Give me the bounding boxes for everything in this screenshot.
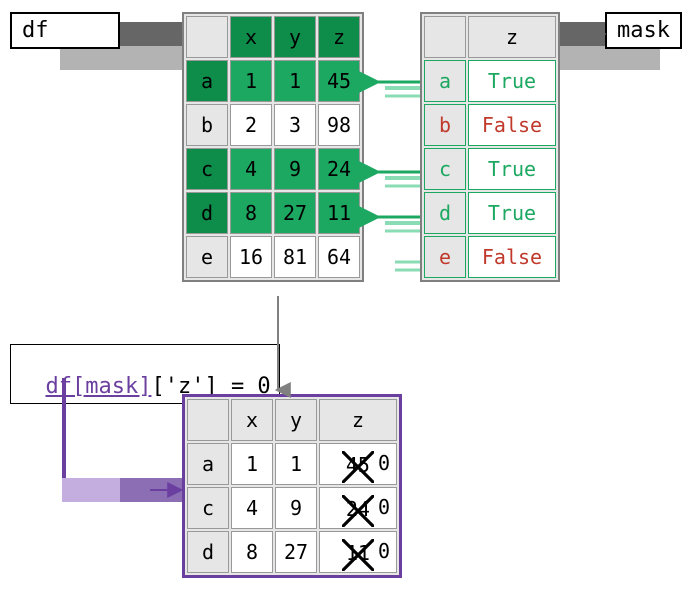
result-header-row: x y z [187,399,397,441]
mask-idx-b: b [424,104,466,146]
mask-label: mask [605,12,682,49]
z-new-value: 0 [378,539,390,563]
z-old-text: 11 [346,541,370,565]
df-idx-a: a [186,60,228,102]
mask-val-c: True [468,148,556,190]
df-row-c: c 4 9 24 [186,148,360,190]
z-new-value: 0 [378,451,390,475]
df-label-text: df [22,18,49,43]
mask-row-e: e False [424,236,556,278]
result-row-c: c 4 9 24 0 [187,487,397,529]
df-col-z: z [318,16,360,58]
df-idx-b: b [186,104,228,146]
mask-row-c: c True [424,148,556,190]
df-cell: 24 [318,148,360,190]
purple-feed-bar-dark [120,478,182,502]
result-corner [187,399,229,441]
mask-idx-a: a [424,60,466,102]
result-idx-c: c [187,487,229,529]
result-col-y: y [275,399,317,441]
mask-row-a: a True [424,60,556,102]
mask-val-e: False [468,236,556,278]
df-cell: 11 [318,192,360,234]
df-cell: 81 [274,236,316,278]
df-row-b: b 2 3 98 [186,104,360,146]
df-cell: 98 [318,104,360,146]
result-col-z: z [319,399,397,441]
df-feed-bar-light [60,46,182,70]
result-idx-a: a [187,443,229,485]
z-old-text: 45 [346,453,370,477]
result-idx-d: d [187,531,229,573]
result-row-d: d 8 27 11 0 [187,531,397,573]
df-cell: 16 [230,236,272,278]
df-corner [186,16,228,58]
z-old-text: 24 [346,497,370,521]
df-idx-c: c [186,148,228,190]
df-header-row: x y z [186,16,360,58]
result-cell-z: 11 0 [319,531,397,573]
mask-idx-c: c [424,148,466,190]
df-cell: 4 [230,148,272,190]
df-col-x: x [230,16,272,58]
mask-table: z a True b False c True d True e False [420,12,560,282]
mask-val-a: True [468,60,556,102]
z-old-value: 45 [346,453,370,477]
result-cell: 1 [275,443,317,485]
df-row-a: a 1 1 45 [186,60,360,102]
df-cell: 45 [318,60,360,102]
result-cell: 8 [231,531,273,573]
df-cell: 1 [230,60,272,102]
mask-val-d: True [468,192,556,234]
mask-row-d: d True [424,192,556,234]
result-cell: 9 [275,487,317,529]
z-new-value: 0 [378,495,390,519]
result-table: x y z a 1 1 45 0 c 4 9 24 0 d 8 27 11 0 [182,394,402,578]
mask-header-row: z [424,16,556,58]
df-label: df [10,12,120,49]
df-table: x y z a 1 1 45 b 2 3 98 c 4 9 24 d 8 27 … [182,12,364,282]
mask-corner [424,16,466,58]
mask-label-text: mask [617,18,670,43]
z-old-value: 11 [346,541,370,565]
result-cell-z: 45 0 [319,443,397,485]
mask-idx-d: d [424,192,466,234]
df-idx-d: d [186,192,228,234]
df-cell: 9 [274,148,316,190]
mask-col-z: z [468,16,556,58]
mask-idx-e: e [424,236,466,278]
df-cell: 1 [274,60,316,102]
df-cell: 2 [230,104,272,146]
df-cell: 3 [274,104,316,146]
result-cell: 27 [275,531,317,573]
df-idx-e: e [186,236,228,278]
df-cell: 64 [318,236,360,278]
mask-val-b: False [468,104,556,146]
df-row-d: d 8 27 11 [186,192,360,234]
result-cell-z: 24 0 [319,487,397,529]
z-old-value: 24 [346,497,370,521]
mask-row-b: b False [424,104,556,146]
df-row-e: e 16 81 64 [186,236,360,278]
result-cell: 1 [231,443,273,485]
df-feed-bar-dark [120,22,182,46]
result-row-a: a 1 1 45 0 [187,443,397,485]
result-col-x: x [231,399,273,441]
mask-feed-bar-light [560,46,660,70]
df-cell: 27 [274,192,316,234]
result-cell: 4 [231,487,273,529]
df-col-y: y [274,16,316,58]
df-cell: 8 [230,192,272,234]
